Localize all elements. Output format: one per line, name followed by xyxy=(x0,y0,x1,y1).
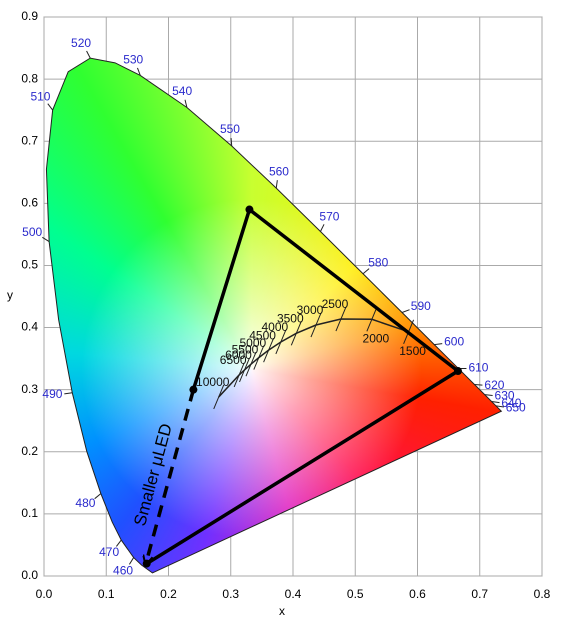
temperature-label: 4500 xyxy=(249,328,276,342)
isotemp-line xyxy=(366,307,378,332)
x-tick-label: 0.7 xyxy=(471,587,488,601)
isotemp-line xyxy=(233,362,245,388)
wavelength-tick xyxy=(491,401,500,404)
x-tick-label: 0.1 xyxy=(98,587,115,601)
x-tick-label: 0.6 xyxy=(409,587,426,601)
isotemp-line xyxy=(253,345,265,370)
isotemp-line xyxy=(245,351,257,377)
wavelength-tick xyxy=(474,384,483,386)
gamut-line xyxy=(145,206,462,566)
wavelength-label: 580 xyxy=(368,256,388,270)
isotemp-line xyxy=(290,321,302,346)
wavelength-label: 530 xyxy=(123,53,143,67)
gamut-point xyxy=(453,367,462,376)
y-tick-label: 0.1 xyxy=(21,506,38,520)
x-tick-label: 0.5 xyxy=(347,587,364,601)
y-tick-label: 0.4 xyxy=(21,320,38,334)
y-tick-label: 0.5 xyxy=(21,258,38,272)
wavelength-label: 520 xyxy=(71,36,91,50)
wavelength-label: 570 xyxy=(319,209,339,223)
wavelength-label: 490 xyxy=(42,387,62,401)
wavelength-label: 500 xyxy=(22,225,42,239)
wavelength-tick xyxy=(136,67,141,76)
x-tick-label: 0.4 xyxy=(285,587,302,601)
wavelength-label: 630 xyxy=(495,389,515,403)
y-tick-label: 0.2 xyxy=(21,444,38,458)
temperature-label: 6500 xyxy=(220,353,247,367)
temperature-label: 6000 xyxy=(225,348,252,362)
wavelength-label: 550 xyxy=(220,122,240,136)
x-axis-label: x xyxy=(279,604,285,618)
wavelength-tick xyxy=(275,180,278,189)
planckian-locus xyxy=(218,318,409,398)
wavelength-tick xyxy=(434,343,443,346)
temperature-label: 3500 xyxy=(277,312,304,326)
x-tick-label: 0.3 xyxy=(222,587,239,601)
wavelength-tick xyxy=(128,557,135,565)
temperature-label: 10000 xyxy=(196,375,230,389)
spectral-locus xyxy=(45,57,503,574)
wavelength-tick xyxy=(64,392,73,395)
y-tick-label: 0.6 xyxy=(21,196,38,210)
isotemp-line xyxy=(263,337,275,363)
x-tick-label: 0.0 xyxy=(36,587,53,601)
y-tick-label: 0.9 xyxy=(21,9,38,23)
x-tick-label: 0.8 xyxy=(534,587,551,601)
y-tick-label: 0.7 xyxy=(21,133,38,147)
wavelength-tick xyxy=(116,539,122,547)
temperature-label: 2500 xyxy=(322,297,349,311)
gamut-point xyxy=(142,559,151,568)
wavelength-tick xyxy=(484,394,493,397)
wavelength-label: 480 xyxy=(75,496,95,510)
wavelength-label: 650 xyxy=(506,400,526,414)
isotemp-line xyxy=(213,384,225,410)
gamut-point xyxy=(245,205,254,214)
wavelength-label: 620 xyxy=(484,378,504,392)
temperature-label: 5000 xyxy=(239,336,266,350)
isotemp-line xyxy=(310,312,322,338)
wavelength-label: 590 xyxy=(411,299,431,313)
y-tick-label: 0.8 xyxy=(21,71,38,85)
isotemp-line xyxy=(239,357,250,383)
wavelength-label: 560 xyxy=(269,164,289,178)
wavelength-tick xyxy=(230,137,233,147)
wavelength-tick xyxy=(184,99,188,108)
temperature-label: 1500 xyxy=(399,344,426,358)
temperature-label: 2000 xyxy=(363,331,390,345)
arrow xyxy=(147,389,196,561)
wavelength-label: 640 xyxy=(501,396,521,410)
wavelength-tick xyxy=(495,405,504,408)
x-tick-label: 0.2 xyxy=(160,587,177,601)
wavelength-tick xyxy=(362,268,370,275)
wavelength-tick xyxy=(401,309,410,313)
wavelength-label: 460 xyxy=(113,563,133,577)
temperature-label: 4000 xyxy=(262,320,289,334)
wavelength-tick xyxy=(94,493,102,500)
wavelength-tick xyxy=(320,224,325,232)
temperature-label: 5500 xyxy=(232,342,259,356)
wavelength-label: 540 xyxy=(172,84,192,98)
wavelength-label: 610 xyxy=(468,361,488,375)
y-tick-label: 0.0 xyxy=(21,568,38,582)
temperature-label: 3000 xyxy=(297,303,324,317)
y-axis-label: y xyxy=(7,288,13,302)
wavelength-tick xyxy=(47,103,54,111)
y-tick-label: 0.3 xyxy=(21,382,38,396)
wavelength-tick xyxy=(42,236,50,243)
isotemp-line xyxy=(275,329,287,355)
wavelength-tick xyxy=(86,50,91,59)
wavelength-label: 470 xyxy=(99,545,119,559)
isotemp-line xyxy=(335,306,347,332)
wavelength-label: 600 xyxy=(444,335,464,349)
wavelength-label: 510 xyxy=(30,90,50,104)
